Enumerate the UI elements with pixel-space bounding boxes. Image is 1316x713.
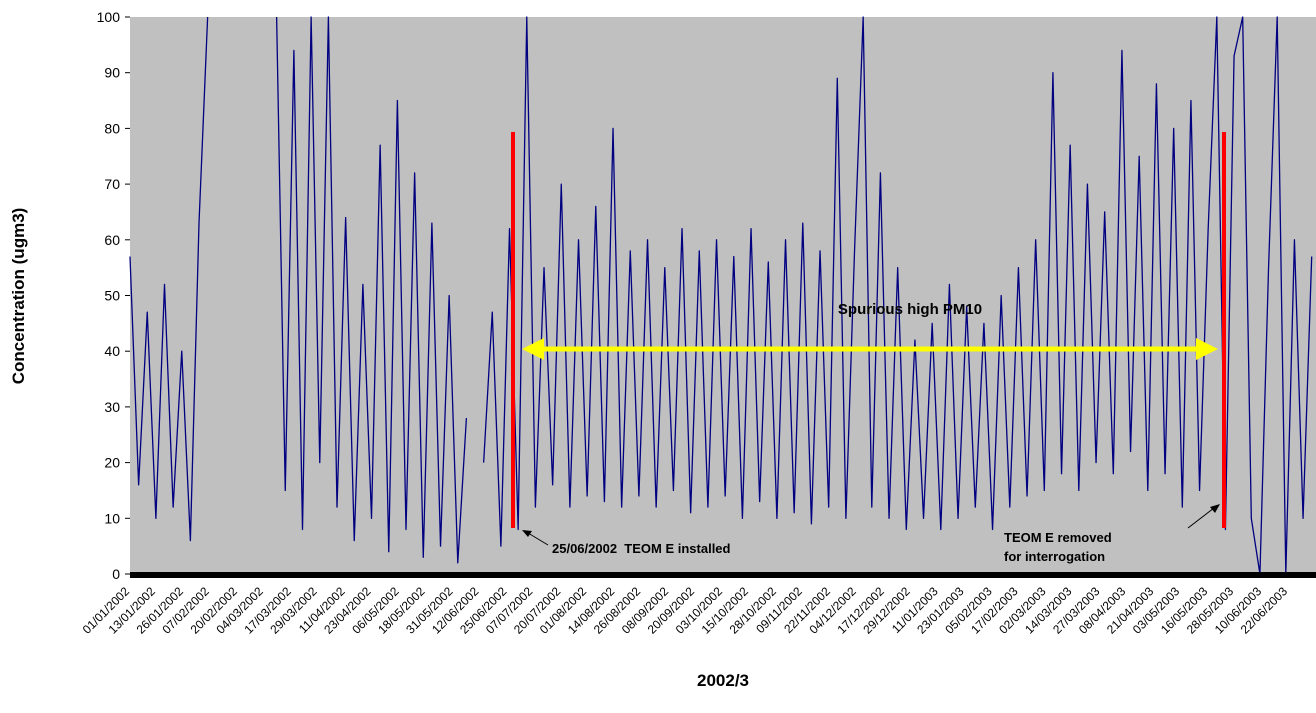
y-tick-label: 70 (104, 176, 120, 192)
pointer (1187, 507, 1215, 529)
x-axis (130, 572, 1316, 578)
annotation: for interrogation (1004, 549, 1105, 564)
annotation: Spurious high PM10 (838, 301, 982, 318)
pointer-head (1210, 504, 1220, 513)
y-tick-label: 10 (104, 510, 120, 526)
arrow-head (1196, 338, 1218, 360)
x-axis-title: 2002/3 (697, 671, 749, 690)
y-tick-label: 40 (104, 343, 120, 359)
pointer-head (522, 530, 532, 537)
y-tick-label: 50 (104, 288, 120, 304)
annotation: 25/06/2002 TEOM E installed (552, 541, 731, 556)
annotation: TEOM E removed (1004, 530, 1112, 545)
data-line (129, 16, 1313, 575)
y-tick-label: 80 (104, 120, 120, 136)
y-tick-label: 20 (104, 455, 120, 471)
y-tick-label: 60 (104, 232, 120, 248)
pointer (527, 532, 549, 546)
y-axis-title: Concentration (ugm3) (9, 208, 28, 385)
plot (129, 16, 1313, 575)
y-tick-label: 30 (104, 399, 120, 415)
y-tick-label: 0 (112, 566, 120, 582)
plot-area (130, 17, 1316, 574)
y-tick-label: 100 (97, 9, 121, 25)
arrow-head (522, 338, 544, 360)
y-tick-label: 90 (104, 65, 120, 81)
